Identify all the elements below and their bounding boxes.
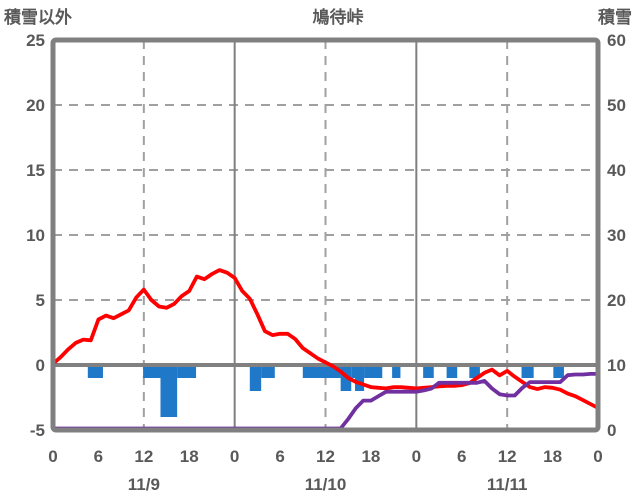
precipitation-bars-segment xyxy=(143,365,161,378)
right-axis-tick: 60 xyxy=(607,31,626,50)
left-axis-tick: 10 xyxy=(26,226,45,245)
precipitation-bars-segment xyxy=(521,365,534,378)
plot-border xyxy=(50,37,601,433)
temperature-line xyxy=(51,268,600,410)
precipitation-bars-segment xyxy=(302,365,341,378)
x-axis-tick: 0 xyxy=(412,447,421,466)
precipitation-bars-segment xyxy=(469,365,480,378)
x-axis-tick: 6 xyxy=(457,447,466,466)
left-axis-tick: 5 xyxy=(36,291,45,310)
x-axis-tick: 18 xyxy=(543,447,562,466)
right-axis-tick: 10 xyxy=(607,356,626,375)
x-axis-tick: 6 xyxy=(275,447,284,466)
precipitation-bars-segment xyxy=(364,365,383,378)
precipitation-bars-segment xyxy=(392,365,401,378)
left-axis-tick: 25 xyxy=(26,31,45,50)
right-axis-tick: 30 xyxy=(607,226,626,245)
precipitation-bars-segment xyxy=(160,365,178,417)
x-axis-date-label: 11/9 xyxy=(128,475,160,494)
left-axis-tick: -5 xyxy=(30,421,45,440)
chart-title: 鳩待峠 xyxy=(312,8,364,27)
x-axis-date-label: 11/10 xyxy=(305,475,347,494)
x-axis-tick: 12 xyxy=(134,447,153,466)
right-axis-title: 積雪 xyxy=(598,8,632,27)
x-axis-date-label: 11/11 xyxy=(487,475,528,494)
x-axis-tick: 0 xyxy=(48,447,57,466)
precipitation-bars-segment xyxy=(355,365,365,391)
precipitation-bars-segment xyxy=(553,365,564,378)
right-axis-tick: 0 xyxy=(607,421,616,440)
x-axis-tick: 0 xyxy=(230,447,239,466)
x-axis-tick: 0 xyxy=(593,447,602,466)
precipitation-bars-segment xyxy=(261,365,275,378)
left-axis-tick: 20 xyxy=(26,96,45,115)
precipitation-bars-segment xyxy=(446,365,458,378)
x-axis-tick: 18 xyxy=(361,447,380,466)
precipitation-bars-segment xyxy=(351,365,356,378)
right-axis-tick: 50 xyxy=(607,96,626,115)
left-axis-tick: 0 xyxy=(36,356,45,375)
x-axis-tick: 6 xyxy=(94,447,103,466)
right-axis-tick: 40 xyxy=(607,161,626,180)
right-axis-tick: 20 xyxy=(607,291,626,310)
left-axis-tick: 15 xyxy=(26,161,45,180)
x-axis-tick: 12 xyxy=(498,447,517,466)
precipitation-bars-segment xyxy=(87,365,103,378)
left-axis-title: 積雪以外 xyxy=(4,8,72,27)
precipitation-bars-segment xyxy=(423,365,434,378)
x-axis-tick: 18 xyxy=(180,447,199,466)
precipitation-bars-segment xyxy=(249,365,262,391)
precipitation-bars-segment xyxy=(177,365,197,378)
x-axis-tick: 12 xyxy=(316,447,335,466)
